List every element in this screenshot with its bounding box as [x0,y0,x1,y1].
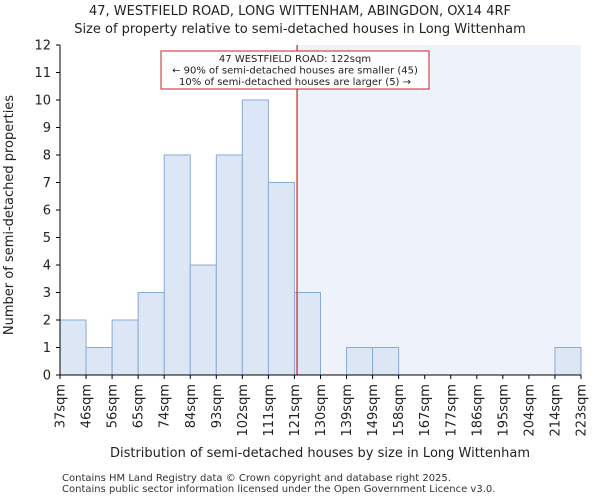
x-tick-label: 186sqm [470,384,485,437]
x-tick-label: 130sqm [314,384,329,437]
x-tick-label: 195sqm [496,384,511,437]
bar-111sqm[interactable] [267,182,295,376]
y-tick-label: 9 [43,121,51,136]
x-tick-label: 93sqm [210,384,225,428]
y-tick-label: 3 [43,286,51,301]
y-tick-label: 8 [43,149,51,164]
x-tick-label: 121sqm [288,384,303,437]
x-tick-label: 204sqm [522,384,537,437]
x-tick-label: 177sqm [444,384,459,437]
x-tick-label: 74sqm [158,384,173,428]
y-tick-label: 11 [34,66,51,81]
y-tick-label: 1 [43,341,51,356]
bar-102sqm[interactable] [241,99,269,376]
x-tick-label: 102sqm [236,384,251,437]
x-tick-label: 111sqm [262,384,277,437]
x-tick-label: 158sqm [392,384,407,437]
bar-121sqm[interactable] [293,292,322,376]
x-tick-label: 37sqm [54,384,69,428]
chart-title: 47, WESTFIELD ROAD, LONG WITTENHAM, ABIN… [0,3,600,39]
x-tick-label: 214sqm [548,384,563,437]
annotation-smaller-share: ← 90% of semi-detached houses are smalle… [172,66,418,77]
bar-93sqm[interactable] [215,154,243,376]
x-tick-label: 46sqm [80,384,95,428]
y-tick-label: 0 [43,369,51,384]
y-tick-label: 6 [43,204,51,219]
bar-214sqm[interactable] [554,347,582,376]
annotation-box [160,50,430,90]
x-tick-label: 84sqm [184,384,199,428]
bar-46sqm[interactable] [85,347,113,376]
bar-37sqm[interactable] [59,319,87,376]
bar-84sqm[interactable] [189,264,217,376]
title-subtitle: Size of property relative to semi-detach… [74,22,526,37]
x-tick-label: 223sqm [575,384,590,437]
bar-74sqm[interactable] [163,154,191,376]
bar-65sqm[interactable] [137,292,165,376]
y-tick-label: 12 [34,39,51,54]
x-tick-label: 139sqm [340,384,355,437]
x-tick-label: 65sqm [132,384,147,428]
annotation-property-size: 47 WESTFIELD ROAD: 122sqm [219,54,371,65]
y-tick-label: 7 [43,176,51,191]
annotation-larger-share: 10% of semi-detached houses are larger (… [179,77,411,88]
bar-139sqm[interactable] [346,347,374,376]
x-tick-label: 56sqm [106,384,121,428]
x-axis-title: Distribution of semi-detached houses by … [110,446,530,461]
larger-region-shading [297,45,581,375]
y-tick-label: 5 [43,231,51,246]
bar-56sqm[interactable] [111,319,139,376]
y-tick-label: 2 [43,314,51,329]
title-address: 47, WESTFIELD ROAD, LONG WITTENHAM, ABIN… [89,4,511,19]
footer-line-2: Contains public sector information licen… [62,484,496,495]
x-tick-label: 149sqm [366,384,381,437]
y-tick-label: 10 [34,94,51,109]
y-tick-label: 4 [43,259,51,274]
footer-line-1: Contains HM Land Registry data © Crown c… [62,473,451,484]
footer-attribution: Contains HM Land Registry data © Crown c… [62,473,495,495]
bar-149sqm[interactable] [372,347,400,376]
x-tick-label: 167sqm [418,384,433,437]
y-axis-title: Number of semi-detached properties [2,95,17,335]
